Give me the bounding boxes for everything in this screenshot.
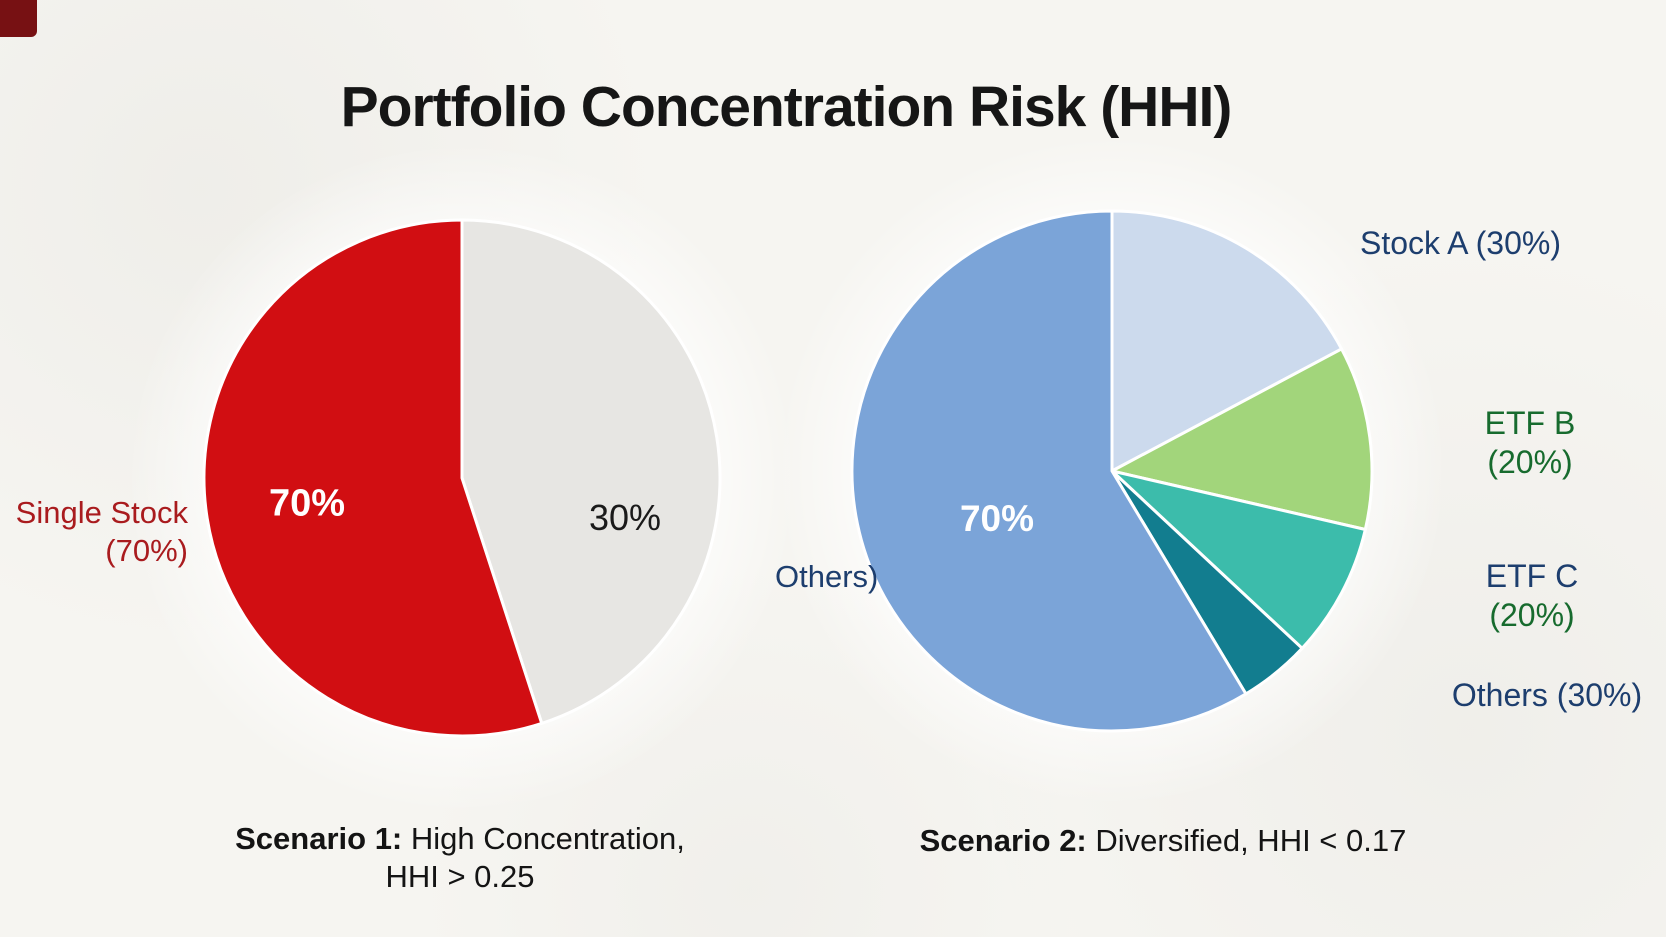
pie2-label-etf-b: ETF B (20%) bbox=[1485, 404, 1576, 482]
caption-scenario1: Scenario 1: High Concentration, HHI > 0.… bbox=[235, 820, 685, 896]
caption-scenario1-line1: Scenario 1: High Concentration, bbox=[235, 820, 685, 858]
caption-scenario1-bold: Scenario 1: bbox=[235, 821, 403, 856]
pie2-slice-main-blue bbox=[850, 209, 1248, 733]
caption-scenario1-line2: HHI > 0.25 bbox=[385, 859, 535, 894]
pie1-label-single-stock-line2: (70%) bbox=[105, 533, 188, 568]
pie2-label-etf-b-line1: ETF B bbox=[1484, 405, 1576, 441]
pie2-label-etf-c: ETF C (20%) bbox=[1486, 557, 1578, 635]
caption-scenario2-bold: Scenario 2: bbox=[919, 823, 1087, 858]
pie1-inner-label-30: 30% bbox=[588, 497, 662, 538]
caption-scenario1-rest: High Concentration, bbox=[402, 821, 685, 856]
pie1-slice-single-stock bbox=[202, 218, 544, 738]
pie2-inner-label-70: 70% bbox=[959, 498, 1035, 539]
pie2-slice-stock-a bbox=[1110, 209, 1344, 473]
pie2-slice-etf-c bbox=[1110, 469, 1367, 650]
pie1-slice-others bbox=[460, 218, 722, 725]
pie1-label-single-stock: Single Stock (70%) bbox=[0, 494, 188, 570]
caption-scenario2-rest: Diversified, HHI < 0.17 bbox=[1086, 823, 1407, 858]
pie1-inner-label-70: 70% bbox=[268, 482, 346, 525]
caption-scenario2: Scenario 2: Diversified, HHI < 0.17 bbox=[920, 822, 1407, 860]
pie2-label-others: Others (30%) bbox=[1451, 677, 1643, 713]
pie2-label-etf-c-line2: (20%) bbox=[1489, 597, 1575, 633]
corner-artifact bbox=[0, 0, 37, 37]
pie2-label-stock-a: Stock A (30%) bbox=[1360, 225, 1561, 261]
pie2-label-etf-b-line2: (20%) bbox=[1487, 444, 1573, 480]
pie1-label-single-stock-line1: Single Stock bbox=[15, 495, 188, 530]
pie1-label-others-partial: Others) bbox=[775, 559, 879, 594]
page-title: Portfolio Concentration Risk (HHI) bbox=[340, 75, 1233, 139]
pie2-slice-etf-b bbox=[1110, 347, 1374, 531]
pie2-label-etf-c-line1: ETF C bbox=[1485, 558, 1579, 594]
